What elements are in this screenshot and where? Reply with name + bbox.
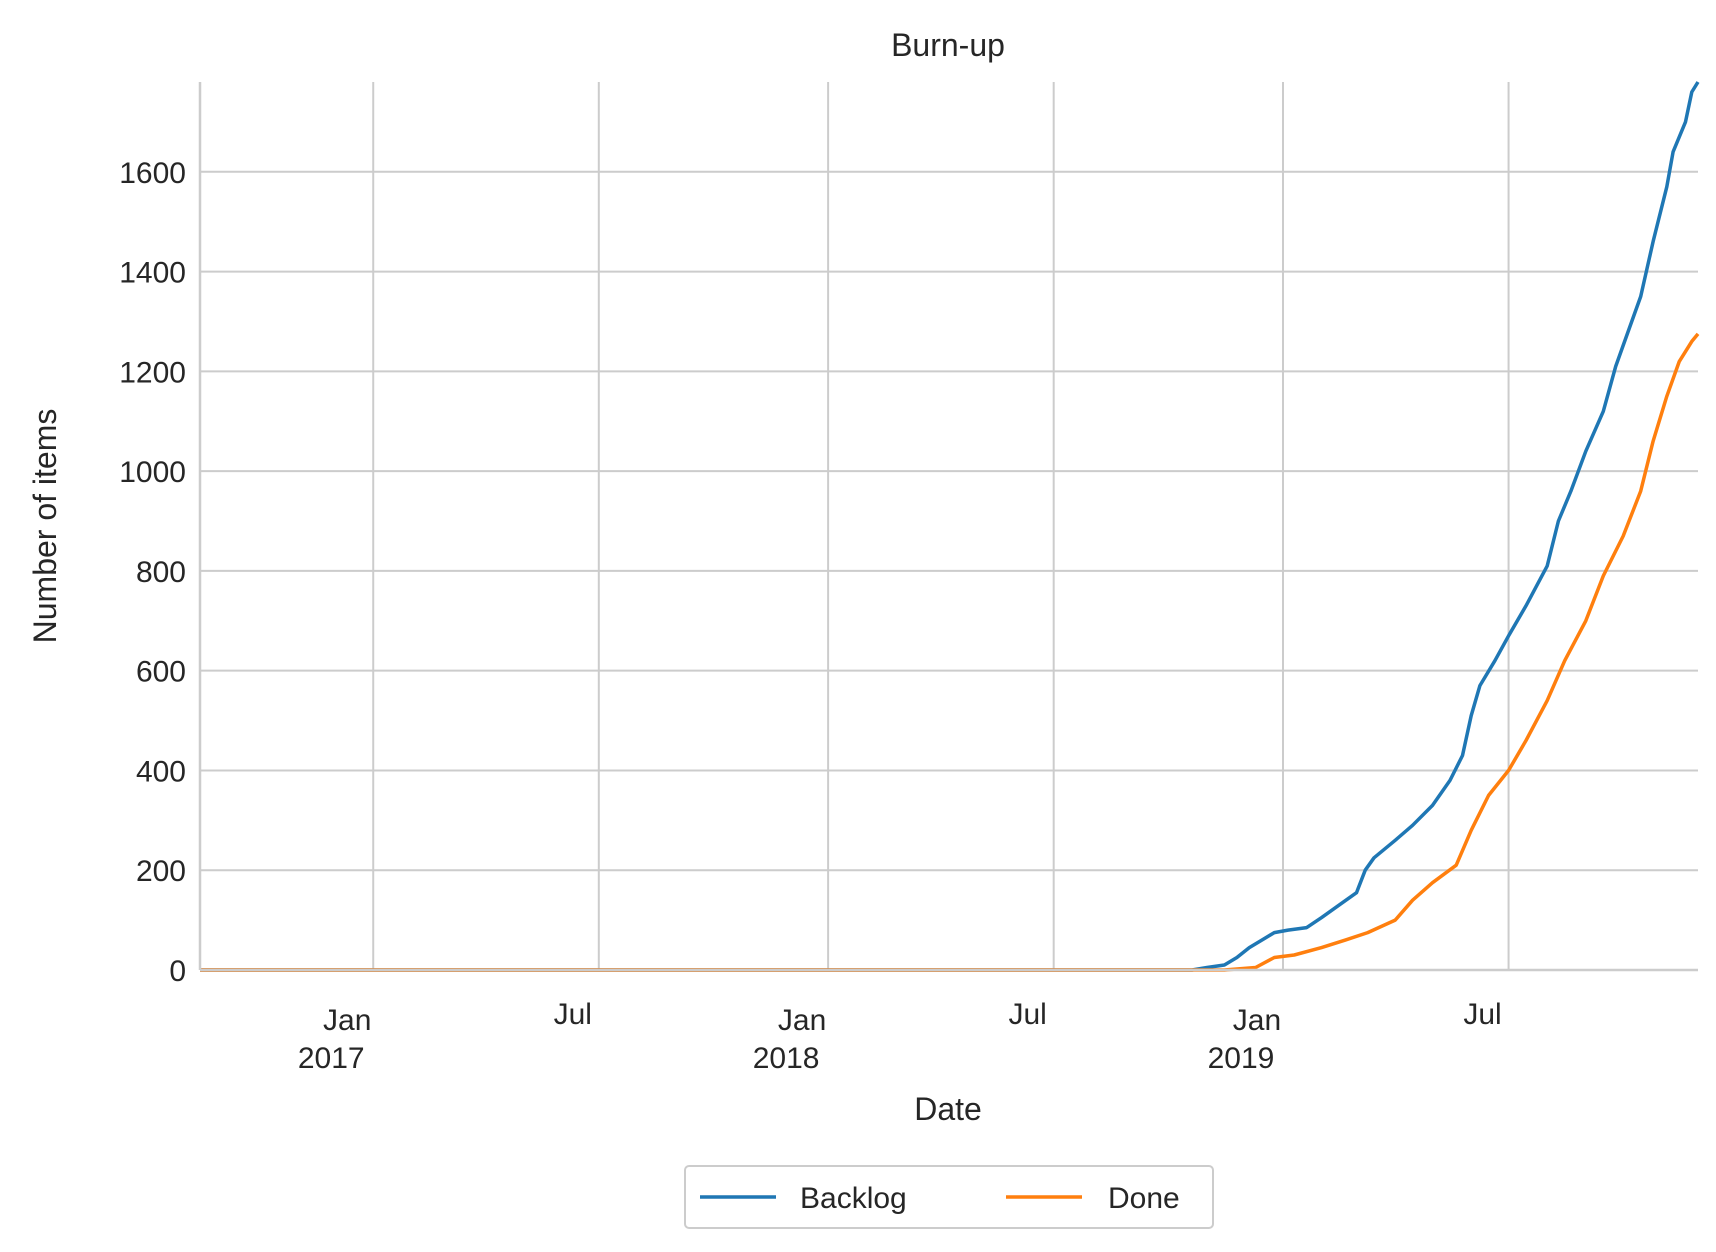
y-axis-ticks: 0 200 400 600 800 1000 1200 1400 1600 bbox=[119, 157, 186, 988]
y-tick-label: 1200 bbox=[119, 356, 186, 389]
axes bbox=[198, 82, 1698, 972]
y-tick-label: 400 bbox=[136, 755, 186, 788]
legend: Backlog Done bbox=[684, 1165, 1214, 1229]
x-tick-label: Jul bbox=[554, 998, 592, 1031]
series-line-done bbox=[200, 332, 1700, 972]
x-tick-label: Jul bbox=[1009, 998, 1047, 1031]
y-tick-label: 1400 bbox=[119, 257, 186, 290]
x-tick-label: Jan bbox=[323, 1004, 371, 1037]
grid-lines bbox=[200, 82, 1698, 970]
x-axis-label: Date bbox=[914, 1091, 982, 1127]
x-tick-year-label: 2019 bbox=[1208, 1042, 1275, 1075]
x-tick-label: Jul bbox=[1463, 998, 1501, 1031]
x-tick-year-label: 2018 bbox=[753, 1042, 820, 1075]
legend-box bbox=[684, 1165, 1214, 1229]
legend-label-done: Done bbox=[1108, 1182, 1180, 1215]
x-tick-year-label: 2017 bbox=[298, 1042, 365, 1075]
y-tick-label: 1000 bbox=[119, 456, 186, 489]
y-tick-label: 600 bbox=[136, 656, 186, 689]
x-axis-ticks: Jan 2017 Jul Jan 2018 Jul Jan 2019 Jul bbox=[298, 998, 1502, 1075]
x-tick-label: Jan bbox=[778, 1004, 826, 1037]
series-line-backlog bbox=[200, 81, 1700, 972]
chart-title: Burn-up bbox=[891, 27, 1005, 63]
y-tick-label: 200 bbox=[136, 855, 186, 888]
legend-label-backlog: Backlog bbox=[800, 1182, 907, 1215]
series-layer bbox=[200, 81, 1700, 972]
y-tick-label: 1600 bbox=[119, 157, 186, 190]
y-axis-label: Number of items bbox=[27, 409, 63, 644]
y-tick-label: 800 bbox=[136, 556, 186, 589]
y-tick-label: 0 bbox=[169, 955, 186, 988]
x-tick-label: Jan bbox=[1233, 1004, 1281, 1037]
